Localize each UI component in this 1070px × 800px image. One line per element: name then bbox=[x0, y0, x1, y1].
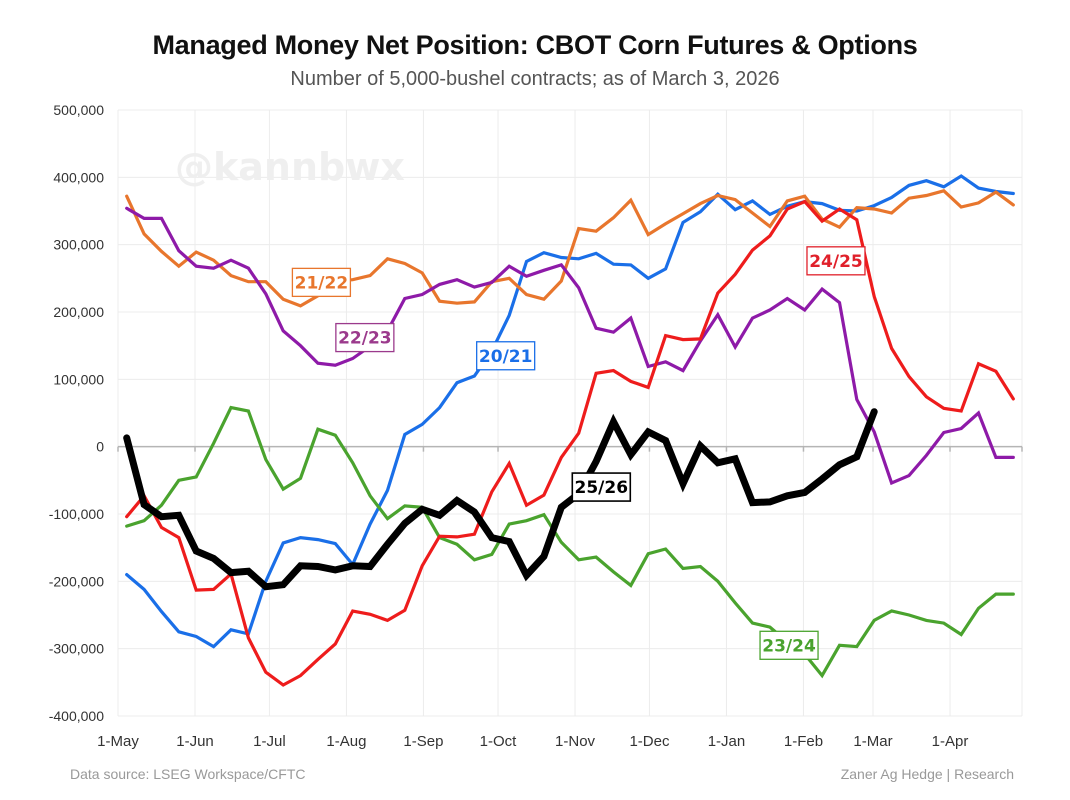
x-tick-label: 1-Mar bbox=[853, 733, 892, 750]
series-line-23-24 bbox=[125, 405, 1015, 679]
y-tick-label: -300,000 bbox=[49, 641, 104, 657]
series-label-21-22: 21/22 bbox=[291, 267, 352, 298]
y-tick-label: 100,000 bbox=[53, 371, 104, 387]
y-tick-label: 400,000 bbox=[53, 169, 104, 185]
x-axis: 1-May 1-Jun 1-Jul 1-Aug 1-Sep 1-Oct 1-Nov 1-Dec… bbox=[97, 733, 968, 750]
x-tick-label: 1-Sep bbox=[403, 733, 443, 750]
y-tick-label: 0 bbox=[96, 439, 104, 455]
label-text: 23/24 bbox=[762, 636, 816, 656]
series-labels: 21/22 22/23 20/21 24/25 25/26 23/24 bbox=[291, 246, 866, 660]
chart-subtitle: Number of 5,000-bushel contracts; as of … bbox=[290, 68, 780, 90]
series-line-20-21 bbox=[125, 174, 1015, 649]
series-label-22-23: 22/23 bbox=[335, 322, 395, 353]
watermark: @kannbwx bbox=[175, 145, 405, 189]
series-label-25-26: 25/26 bbox=[571, 472, 632, 502]
x-tick-label: 1-Aug bbox=[326, 733, 366, 750]
y-tick-label: -200,000 bbox=[49, 573, 104, 589]
x-tick-label: 1-Jan bbox=[708, 733, 746, 750]
x-tick-label: 1-Apr bbox=[932, 733, 969, 750]
y-axis: 500,000 400,000 300,000 200,000 100,000 0 -100… bbox=[49, 102, 104, 724]
x-tick-label: 1-May bbox=[97, 733, 139, 750]
label-text: 22/23 bbox=[338, 329, 392, 349]
series-line-22-23 bbox=[125, 206, 1015, 486]
credit: Zaner Ag Hedge | Research bbox=[840, 766, 1014, 782]
label-box bbox=[806, 246, 866, 276]
x-tick-label: 1-Oct bbox=[480, 733, 518, 750]
series-line-25-26 bbox=[123, 408, 878, 591]
label-box bbox=[476, 341, 536, 371]
y-tick-label: 500,000 bbox=[53, 102, 104, 118]
x-tick-label: 1-Jul bbox=[253, 733, 286, 750]
series-label-23-24: 23/24 bbox=[759, 630, 819, 660]
label-box bbox=[759, 630, 819, 660]
label-text: 21/22 bbox=[295, 273, 349, 293]
series-label-24-25: 24/25 bbox=[806, 246, 866, 276]
chart-title: Managed Money Net Position: CBOT Corn Fu… bbox=[152, 30, 918, 60]
label-text: 20/21 bbox=[479, 347, 533, 367]
y-tick-label: 300,000 bbox=[53, 237, 104, 253]
y-tick-label: -100,000 bbox=[49, 506, 104, 522]
data-source: Data source: LSEG Workspace/CFTC bbox=[70, 766, 306, 782]
series-group bbox=[123, 174, 1015, 687]
y-tick-label: -400,000 bbox=[49, 708, 104, 724]
label-box bbox=[291, 267, 352, 298]
x-tick-label: 1-Jun bbox=[176, 733, 214, 750]
label-box bbox=[335, 322, 395, 353]
label-text: 24/25 bbox=[809, 252, 863, 272]
x-tick-label: 1-Feb bbox=[784, 733, 823, 750]
x-tick-label: 1-Dec bbox=[629, 733, 670, 750]
label-box bbox=[571, 472, 632, 502]
label-text: 25/26 bbox=[575, 478, 629, 498]
series-line-21-22 bbox=[125, 189, 1015, 308]
x-tick-label: 1-Nov bbox=[555, 733, 596, 750]
series-label-20-21: 20/21 bbox=[476, 341, 536, 371]
y-tick-label: 200,000 bbox=[53, 304, 104, 320]
